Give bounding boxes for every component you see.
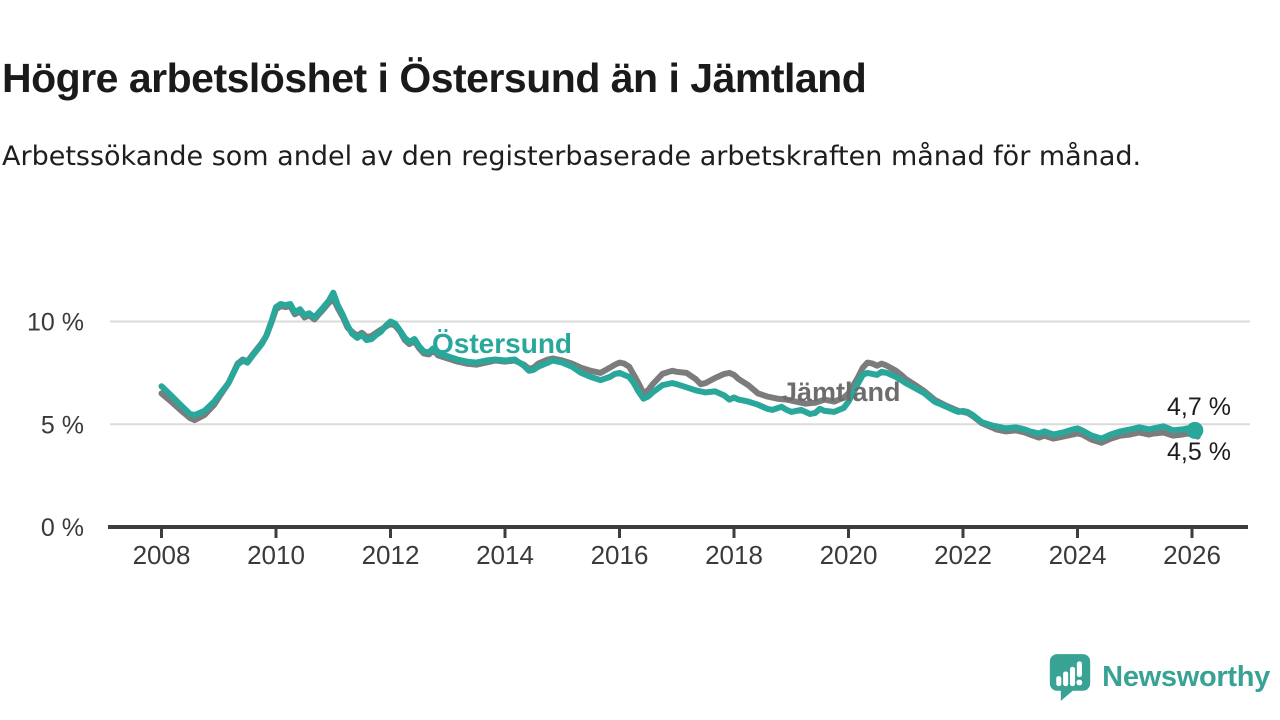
- newsworthy-logo: Newsworthy: [1048, 652, 1270, 702]
- y-axis-label: 10 %: [27, 309, 84, 337]
- x-axis-label: 2010: [247, 540, 305, 570]
- x-axis-label: 2016: [591, 540, 649, 570]
- x-axis-label: 2020: [820, 540, 878, 570]
- page-title: Högre arbetslöshet i Östersund än i Jämt…: [2, 55, 867, 102]
- x-axis-label: 2022: [934, 540, 992, 570]
- newsworthy-logo-text: Newsworthy: [1102, 660, 1270, 693]
- series-label-Jämtland: Jämtland: [782, 377, 901, 407]
- x-axis-label: 2014: [476, 540, 534, 570]
- series-end-value-Östersund: 4,7 %: [1167, 393, 1231, 421]
- series-label-Östersund: Östersund: [432, 328, 572, 359]
- page-subtitle: Arbetssökande som andel av den registerb…: [2, 141, 1142, 172]
- x-axis-label: 2012: [362, 540, 420, 570]
- newsworthy-chart-speech-bubble-icon: [1050, 654, 1091, 701]
- series-end-dot-Östersund: [1186, 421, 1204, 439]
- series-line-Jämtland: [158, 295, 1201, 446]
- y-axis-label: 5 %: [41, 411, 84, 439]
- series-line-Östersund: [158, 289, 1198, 442]
- x-axis-label: 2026: [1163, 540, 1221, 570]
- y-axis-label: 0 %: [41, 514, 84, 542]
- x-axis-label: 2018: [705, 540, 763, 570]
- series-end-value-Jämtland: 4,5 %: [1167, 438, 1231, 466]
- x-axis-label: 2008: [133, 540, 191, 570]
- x-axis-label: 2024: [1049, 540, 1107, 570]
